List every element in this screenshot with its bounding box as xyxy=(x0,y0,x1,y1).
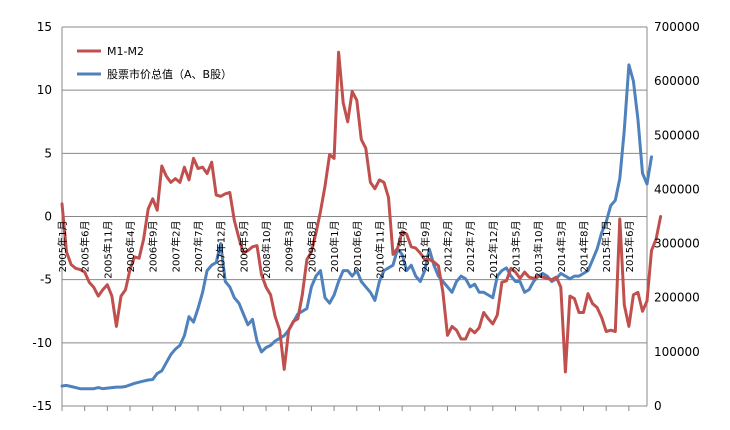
x-tick-label: 2005年11月 xyxy=(101,221,114,279)
right-axis: 0 100000 200000 300000 400000 500000 600000 700… xyxy=(654,20,700,413)
right-tick-label: 200000 xyxy=(654,291,700,305)
x-tick-label: 2010年11月 xyxy=(373,221,386,279)
plot-area xyxy=(60,50,663,391)
x-tick-label: 2007年7月 xyxy=(192,221,205,273)
x-tick-label: 2013年10月 xyxy=(532,221,545,279)
x-tick-label: 2009年3月 xyxy=(283,221,296,273)
x-tick-label: 2012年7月 xyxy=(464,221,477,273)
left-tick-label: 0 xyxy=(44,210,52,224)
left-axis: -15 -10 -5 0 5 10 15 xyxy=(32,20,52,413)
series-line-m1-m2 xyxy=(60,50,663,374)
x-tick-label: 2005年1月 xyxy=(56,221,69,273)
x-tick-label: 2012年12月 xyxy=(487,221,500,279)
x-tick-label: 2006年4月 xyxy=(124,221,137,273)
x-tick-label: 2008年5月 xyxy=(237,221,250,273)
x-tick-label: 2012年2月 xyxy=(441,221,454,273)
series-line-stock-market-value xyxy=(60,63,653,391)
right-tick-label: 400000 xyxy=(654,182,700,196)
right-tick-label: 300000 xyxy=(654,237,700,251)
left-tick-label: 5 xyxy=(44,146,52,160)
x-tick-label: 2007年2月 xyxy=(169,221,182,273)
x-tick-label: 2005年6月 xyxy=(79,221,92,273)
x-tick-label: 2010年6月 xyxy=(351,221,364,273)
x-axis: 2005年1月 2005年6月 2005年11月 2006年4月 2006年9月 2007… xyxy=(56,221,636,411)
x-tick-label: 2013年5月 xyxy=(509,221,522,273)
left-tick-label: -15 xyxy=(32,399,52,413)
x-tick-label: 2006年9月 xyxy=(147,221,160,273)
right-tick-label: 700000 xyxy=(654,20,700,34)
right-tick-label: 100000 xyxy=(654,345,700,359)
x-tick-label: 2007年12月 xyxy=(215,221,228,279)
x-tick-label: 2008年10月 xyxy=(260,221,273,279)
legend-label-stock-market-value: 股票市价总值（A、B股） xyxy=(107,67,232,81)
x-tick-label: 2011年9月 xyxy=(419,221,432,273)
legend-label-m1-m2: M1-M2 xyxy=(107,45,144,58)
left-tick-label: 10 xyxy=(37,83,52,97)
x-tick-label: 2009年8月 xyxy=(305,221,318,273)
gridlines xyxy=(61,26,648,407)
right-tick-label: 500000 xyxy=(654,128,700,142)
x-tick-label: 2010年1月 xyxy=(328,221,341,273)
x-tick-label: 2015年6月 xyxy=(623,221,636,273)
legend: M1-M2 股票市价总值（A、B股） xyxy=(77,45,232,81)
left-tick-label: 15 xyxy=(37,20,52,34)
x-tick-label: 2011年4月 xyxy=(396,221,409,273)
x-tick-label: 2015年1月 xyxy=(600,221,613,273)
right-tick-label: 0 xyxy=(654,399,662,413)
x-tick-label: 2014年8月 xyxy=(578,221,591,273)
left-tick-label: -10 xyxy=(32,336,52,350)
x-tick-label: 2014年3月 xyxy=(555,221,568,273)
right-tick-label: 600000 xyxy=(654,74,700,88)
left-tick-label: -5 xyxy=(40,273,52,287)
